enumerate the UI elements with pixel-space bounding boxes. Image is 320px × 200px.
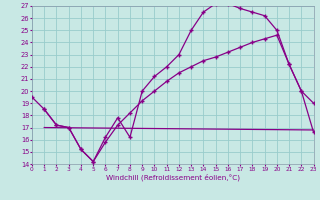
X-axis label: Windchill (Refroidissement éolien,°C): Windchill (Refroidissement éolien,°C): [106, 173, 240, 181]
